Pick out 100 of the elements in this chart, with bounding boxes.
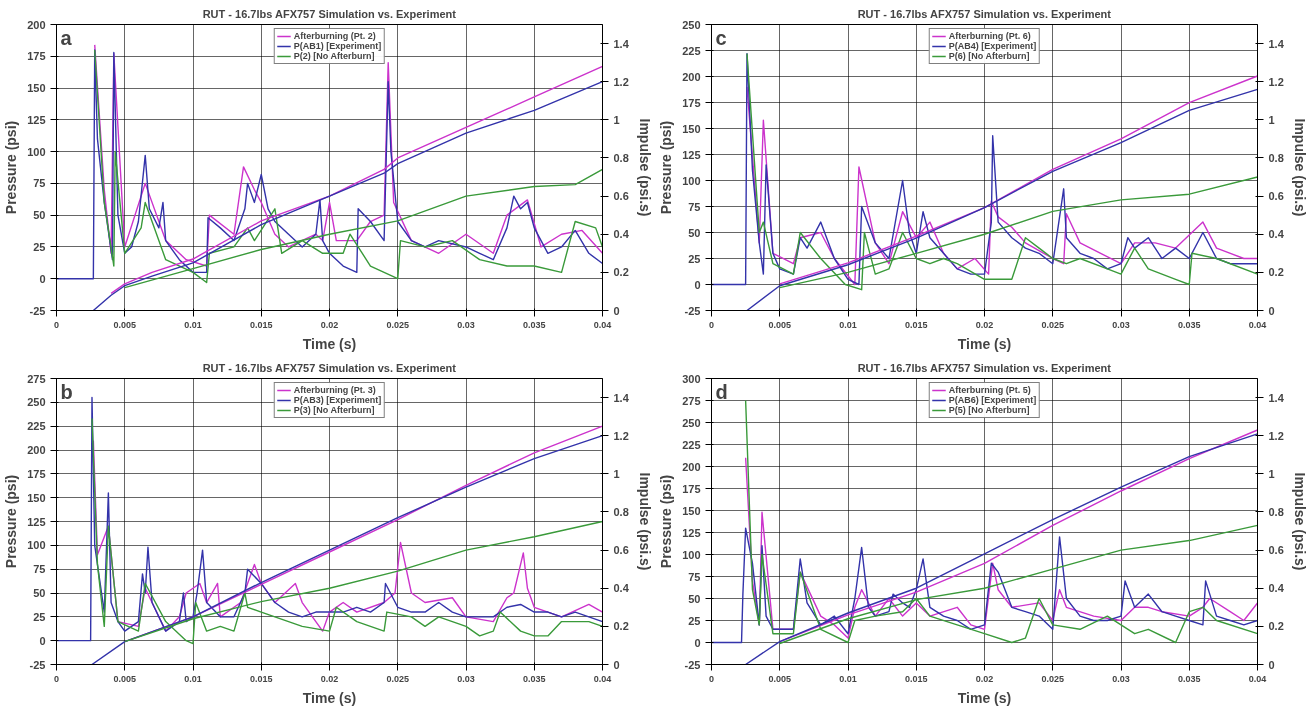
y2-tick-label: 1 — [613, 113, 620, 126]
y-tick-label: 250 — [682, 18, 701, 31]
y-tick-label: 0 — [39, 634, 46, 647]
y-tick-label: 100 — [682, 548, 701, 561]
x-tick-label: 0.035 — [1177, 319, 1201, 330]
y2-tick-label: 1.4 — [1268, 37, 1285, 50]
y-tick-label: 200 — [682, 70, 701, 83]
annotation: a — [60, 26, 73, 49]
y-tick-label: 25 — [688, 614, 701, 627]
y-tick-label: 175 — [682, 96, 701, 109]
y2-tick-label: 0.4 — [1268, 228, 1285, 241]
y-tick-label: 25 — [33, 240, 46, 253]
y2-tick-label: 0.8 — [1268, 151, 1284, 164]
y2-axis-title: Impulse (psi.s) — [636, 118, 653, 217]
y-tick-label: 250 — [27, 396, 46, 409]
x-tick-label: 0.035 — [522, 319, 546, 330]
y-tick-label: 150 — [27, 82, 46, 95]
x-axis-title: Time (s) — [957, 335, 1012, 352]
y2-axis-title: Impulse (psi.s) — [636, 472, 653, 571]
y2-tick-label: 0.8 — [1268, 505, 1284, 518]
y2-tick-label: 0.8 — [613, 151, 629, 164]
y-tick-label: 75 — [688, 200, 701, 213]
y2-axis-title: Impulse (psi.s) — [1291, 472, 1308, 571]
x-tick-label: 0.015 — [904, 673, 928, 684]
legend-label: P(AB1) [Experiment] — [293, 41, 382, 51]
y-tick-label: 275 — [27, 372, 46, 385]
chart-title: RUT - 16.7lbs AFX757 Simulation vs. Experiment — [202, 361, 457, 374]
chart-title: RUT - 16.7lbs AFX757 Simulation vs. Experiment — [857, 361, 1112, 374]
x-tick-label: 0.025 — [1041, 319, 1065, 330]
x-tick-label: 0.04 — [593, 673, 612, 684]
legend-label: Afterburning (Pt. 5) — [948, 385, 1031, 395]
y-tick-label: 50 — [688, 592, 701, 605]
x-tick-label: 0.02 — [320, 319, 339, 330]
y-tick-label: 200 — [682, 460, 701, 473]
y-tick-label: -25 — [29, 658, 46, 671]
y2-tick-label: 1.2 — [1268, 429, 1284, 442]
y-tick-label: 50 — [688, 226, 701, 239]
y-tick-label: 100 — [27, 539, 46, 552]
y2-tick-label: 0 — [613, 304, 620, 317]
y-tick-label: 75 — [33, 177, 46, 190]
y2-tick-label: 1.4 — [1268, 391, 1285, 404]
y2-axis-title: Impulse (psi.s) — [1291, 118, 1308, 217]
y-tick-label: 50 — [33, 587, 46, 599]
x-tick-label: 0.03 — [457, 673, 475, 684]
y-tick-label: 175 — [27, 50, 46, 63]
x-tick-label: 0.025 — [386, 673, 410, 684]
x-tick-label: 0.03 — [1112, 673, 1130, 684]
x-tick-label: 0.02 — [975, 673, 994, 684]
x-tick-label: 0.02 — [975, 319, 994, 330]
y2-tick-label: 0.4 — [613, 582, 630, 595]
y-tick-label: 150 — [682, 504, 701, 517]
y-tick-label: 175 — [682, 482, 701, 495]
y2-tick-label: 0.4 — [613, 228, 630, 241]
y2-tick-label: 0.6 — [1268, 190, 1284, 203]
y-tick-label: 0 — [694, 636, 701, 649]
y-tick-label: 300 — [682, 372, 701, 385]
y2-tick-label: 1 — [1268, 467, 1275, 480]
x-tick-label: 0.04 — [1248, 319, 1267, 330]
chart-title: RUT - 16.7lbs AFX757 Simulation vs. Experiment — [857, 7, 1112, 20]
x-axis-title: Time (s) — [302, 335, 357, 352]
y2-tick-label: 0.6 — [613, 190, 629, 203]
x-tick-label: 0.01 — [839, 673, 857, 684]
y-axis-title: Pressure (psi) — [658, 474, 675, 569]
y-tick-label: 225 — [682, 438, 701, 451]
legend-label: Afterburning (Pt. 3) — [293, 385, 376, 395]
y-tick-label: 275 — [682, 394, 701, 407]
y-tick-label: 200 — [27, 444, 46, 456]
x-tick-label: 0.025 — [1041, 673, 1065, 684]
y2-tick-label: 0.2 — [1268, 620, 1284, 633]
y-tick-label: 75 — [33, 563, 46, 576]
y-axis-title: Pressure (psi) — [3, 120, 20, 215]
annotation: d — [715, 380, 728, 403]
x-tick-label: 0.005 — [768, 319, 792, 330]
x-tick-label: 0.015 — [249, 673, 273, 684]
x-tick-label: 0.005 — [113, 673, 137, 684]
y-tick-label: 200 — [27, 18, 46, 31]
y-tick-label: 100 — [27, 145, 46, 158]
y-tick-label: 75 — [688, 570, 701, 583]
y-tick-label: 125 — [682, 148, 701, 161]
x-tick-label: 0.015 — [904, 319, 928, 330]
y-tick-label: 25 — [688, 252, 701, 265]
y2-tick-label: 1.2 — [613, 429, 629, 442]
x-tick-label: 0.01 — [184, 319, 202, 330]
annotation: c — [715, 26, 727, 49]
y-tick-label: 150 — [27, 491, 46, 504]
y-tick-label: 125 — [27, 113, 46, 126]
y-tick-label: 125 — [27, 515, 46, 528]
y-tick-label: 175 — [27, 467, 46, 480]
x-tick-label: 0.035 — [522, 673, 546, 684]
y-axis-title: Pressure (psi) — [658, 120, 675, 215]
y2-tick-label: 1 — [613, 467, 620, 480]
y-tick-label: 150 — [682, 122, 701, 135]
chart-title: RUT - 16.7lbs AFX757 Simulation vs. Experiment — [202, 7, 457, 20]
annotation: b — [60, 380, 73, 403]
y2-tick-label: 1.4 — [613, 37, 630, 50]
x-tick-label: 0.03 — [457, 319, 475, 330]
x-tick-label: 0.025 — [386, 319, 410, 330]
legend-label: Afterburning (Pt. 6) — [948, 31, 1031, 41]
y2-tick-label: 0 — [1268, 658, 1275, 671]
x-tick-label: 0.01 — [839, 319, 857, 330]
